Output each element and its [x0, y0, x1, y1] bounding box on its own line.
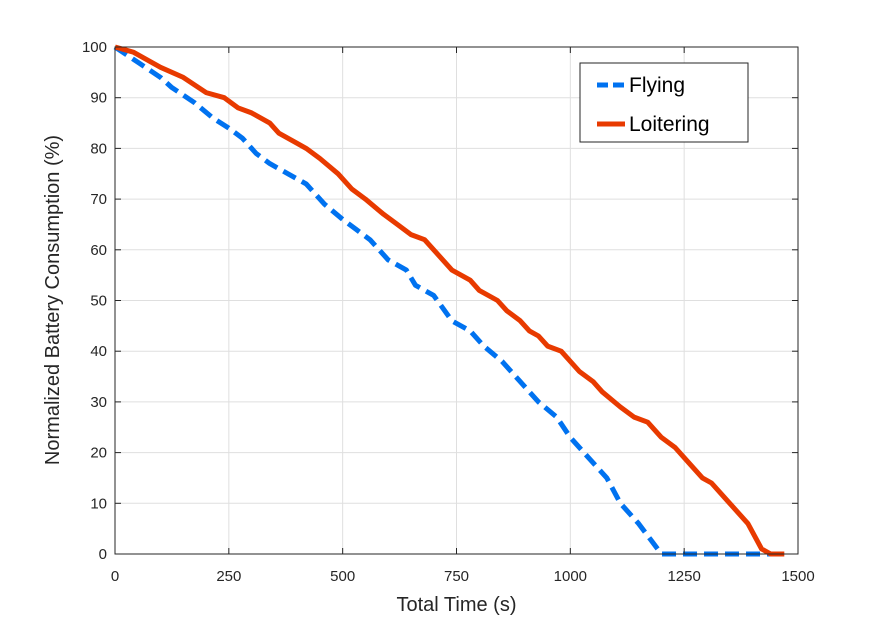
y-tick-label: 40 — [90, 343, 107, 360]
x-tick-label: 0 — [111, 568, 119, 585]
series-line-loitering — [114, 44, 785, 557]
y-tick-label: 70 — [90, 191, 107, 208]
x-tick-label: 1000 — [554, 568, 587, 585]
y-tick-label: 50 — [90, 293, 107, 310]
x-tick-label: 750 — [444, 568, 469, 585]
grid-lines — [115, 47, 798, 554]
x-tick-label: 250 — [216, 568, 241, 585]
y-tick-label: 90 — [90, 90, 107, 107]
legend-label-flying: Flying — [629, 74, 685, 97]
y-tick-label: 0 — [99, 546, 107, 563]
y-tick-label: 80 — [90, 140, 107, 157]
legend-box — [579, 62, 749, 143]
legend: Flying Loitering — [579, 62, 749, 143]
axis-ticks: 0 250 500 750 1000 1250 1500 0 10 20 30 40 50 60 70 80 9… — [82, 39, 815, 585]
series-layer — [113, 44, 785, 557]
legend-label-loitering: Loitering — [629, 113, 710, 136]
x-tick-label: 500 — [330, 568, 355, 585]
x-axis-label: Total Time (s) — [396, 594, 516, 616]
x-tick-label: 1250 — [667, 568, 700, 585]
y-tick-label: 10 — [90, 495, 107, 512]
y-tick-label: 30 — [90, 394, 107, 411]
series-line-flying — [113, 44, 785, 557]
y-tick-label: 20 — [90, 445, 107, 462]
y-tick-label: 100 — [82, 39, 107, 56]
x-tick-label: 1500 — [781, 568, 814, 585]
y-tick-label: 60 — [90, 242, 107, 259]
y-axis-label: Normalized Battery Consumption (%) — [42, 135, 64, 465]
